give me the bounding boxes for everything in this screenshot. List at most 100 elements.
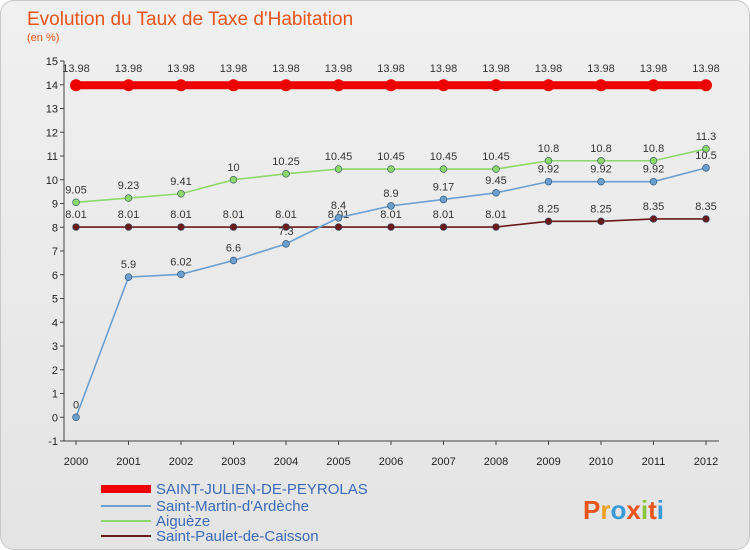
data-label: 8.9 bbox=[383, 188, 398, 200]
data-point bbox=[490, 79, 502, 92]
data-point bbox=[439, 223, 448, 231]
y-tick-label: 15 bbox=[46, 56, 58, 68]
data-point bbox=[177, 270, 185, 278]
series-1: 0 5.9 6.02 6.6 7.3 8.4 8.9 9.17 9.45 9.92 9.92 9.92… bbox=[72, 150, 717, 421]
data-point bbox=[439, 165, 448, 173]
data-label: 13.98 bbox=[62, 63, 90, 75]
y-tick-label: 13 bbox=[46, 104, 58, 116]
data-label: 9.45 bbox=[485, 175, 506, 187]
legend-label: Aiguèze bbox=[156, 513, 210, 530]
data-point bbox=[702, 145, 710, 153]
data-point bbox=[544, 157, 553, 165]
data-point bbox=[334, 165, 343, 173]
data-point bbox=[175, 79, 187, 92]
y-tick-label: 3 bbox=[52, 341, 58, 353]
y-tick-label: 10 bbox=[46, 175, 58, 187]
y-tick-label: 11 bbox=[47, 151, 58, 163]
data-point bbox=[387, 165, 395, 173]
data-point bbox=[124, 273, 133, 281]
y-tick-label: 2 bbox=[52, 365, 58, 377]
data-point bbox=[595, 79, 607, 92]
data-label: 13.98 bbox=[377, 63, 405, 75]
data-label: 8.25 bbox=[538, 203, 559, 215]
chart-title: Evolution du Taux de Taxe d'Habitation bbox=[27, 9, 353, 30]
chart-subtitle: (en %) bbox=[27, 32, 59, 44]
data-label: 8.01 bbox=[380, 209, 401, 221]
data-point bbox=[332, 79, 345, 92]
data-label: 7.3 bbox=[278, 226, 293, 238]
legend-label: Saint-Martin-d'Ardèche bbox=[156, 498, 309, 515]
logo-letter: x bbox=[626, 495, 641, 525]
legend-label: SAINT-JULIEN-DE-PEYROLAS bbox=[156, 481, 368, 498]
data-point bbox=[702, 164, 710, 172]
data-label: 10.25 bbox=[272, 156, 300, 168]
data-point bbox=[124, 223, 133, 231]
data-point bbox=[282, 170, 290, 178]
data-label: 8.4 bbox=[331, 200, 346, 212]
data-point bbox=[492, 189, 500, 197]
data-point bbox=[702, 215, 710, 223]
logo-letter: i bbox=[641, 495, 648, 525]
x-tick-label: 2011 bbox=[642, 456, 666, 468]
data-point bbox=[124, 194, 133, 202]
data-point bbox=[282, 223, 290, 231]
y-tick-label: 6 bbox=[52, 270, 58, 282]
data-label: 8.01 bbox=[485, 209, 506, 221]
data-label: 13.98 bbox=[220, 63, 248, 75]
data-label: 8.01 bbox=[433, 209, 454, 221]
data-label: 9.17 bbox=[433, 181, 454, 193]
data-label: 8.25 bbox=[590, 203, 611, 215]
data-point bbox=[542, 79, 555, 92]
x-tick-label: 2010 bbox=[589, 456, 613, 468]
data-point bbox=[229, 176, 238, 184]
x-tick-label: 2003 bbox=[221, 456, 245, 468]
legend: SAINT-JULIEN-DE-PEYROLASSaint-Martin-d'A… bbox=[101, 481, 368, 545]
logo-letter: t bbox=[648, 495, 657, 525]
data-point bbox=[647, 79, 660, 92]
series-3: 8.018.018.018.018.018.018.018.018.018.25… bbox=[65, 201, 717, 231]
data-point bbox=[334, 214, 343, 222]
data-point bbox=[649, 215, 658, 223]
data-point bbox=[177, 190, 185, 198]
x-tick-label: 2012 bbox=[694, 456, 718, 468]
data-label: 13.98 bbox=[587, 63, 615, 75]
data-label: 11.3 bbox=[696, 131, 717, 143]
series-0: 13.98 13.98 13.98 13.98 13.98 13.98 13.98 13.98… bbox=[62, 63, 720, 92]
data-point bbox=[122, 79, 135, 92]
data-label: 10.45 bbox=[430, 151, 458, 163]
data-point bbox=[385, 79, 397, 92]
data-point bbox=[597, 157, 605, 165]
data-label: 10.5 bbox=[695, 150, 716, 162]
data-label: 10.8 bbox=[538, 143, 559, 155]
data-label: 10.8 bbox=[643, 143, 664, 155]
data-label: 13.98 bbox=[535, 63, 563, 75]
proxiti-logo: Proxiti bbox=[583, 495, 664, 525]
x-tick-label: 2009 bbox=[536, 456, 560, 468]
data-point bbox=[544, 217, 553, 226]
data-point bbox=[597, 217, 605, 226]
data-label: 13.98 bbox=[692, 63, 720, 75]
y-tick-label: 12 bbox=[46, 127, 58, 139]
x-tick-label: 2000 bbox=[64, 456, 88, 468]
data-label: 8.35 bbox=[695, 201, 716, 213]
data-label: 9.92 bbox=[643, 164, 664, 176]
data-label: 13.98 bbox=[272, 63, 300, 75]
data-label: 0 bbox=[73, 399, 79, 411]
data-label: 8.01 bbox=[275, 209, 296, 221]
x-tick-label: 2005 bbox=[326, 456, 350, 468]
data-point bbox=[72, 413, 80, 421]
data-label: 13.98 bbox=[325, 63, 353, 75]
data-label: 10.8 bbox=[590, 143, 611, 155]
y-tick-label: 9 bbox=[52, 199, 58, 211]
data-point bbox=[387, 202, 395, 210]
logo-letter: i bbox=[657, 495, 664, 525]
data-point bbox=[437, 79, 450, 92]
x-tick-label: 2004 bbox=[274, 456, 298, 468]
data-label: 13.98 bbox=[167, 63, 195, 75]
data-label: 13.98 bbox=[640, 63, 668, 75]
data-label: 8.01 bbox=[170, 209, 191, 221]
data-label: 10.45 bbox=[325, 151, 353, 163]
